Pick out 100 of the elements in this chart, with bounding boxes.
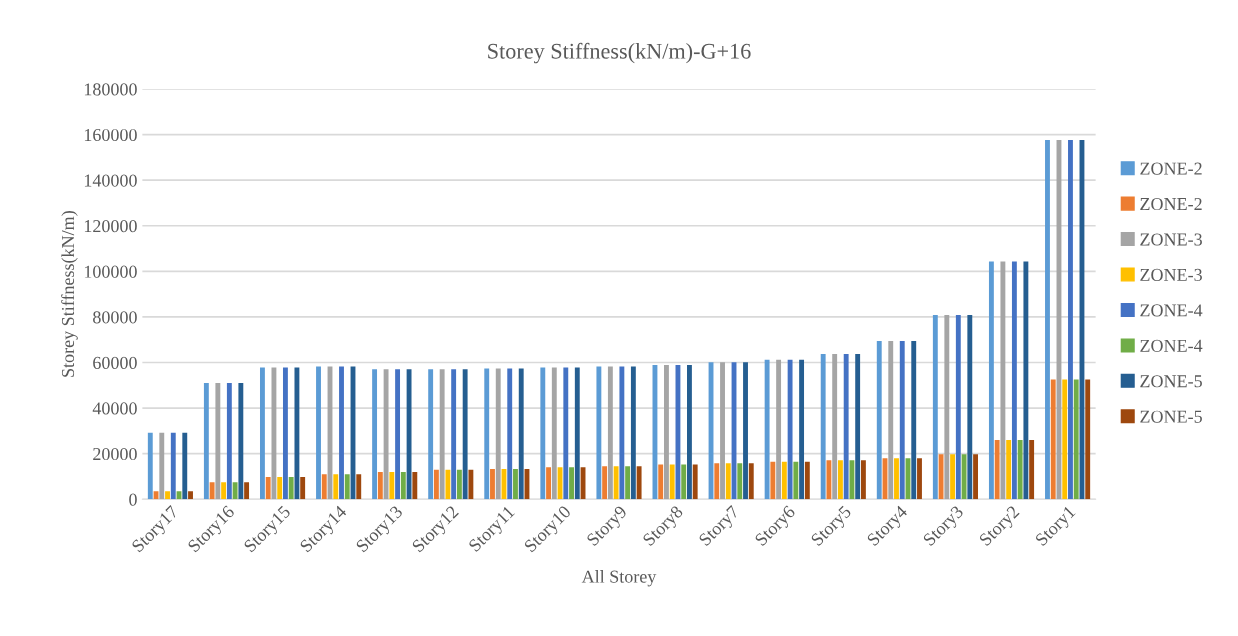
bar <box>265 476 271 500</box>
bar <box>911 341 917 500</box>
bar <box>244 482 250 500</box>
bar <box>182 432 188 500</box>
bar <box>569 467 574 500</box>
bar <box>1085 379 1091 500</box>
bar <box>428 369 434 500</box>
bar <box>439 369 445 500</box>
legend-label: ZONE-5 <box>1140 410 1202 423</box>
bar <box>607 366 613 500</box>
bar <box>950 454 956 500</box>
bar <box>973 454 978 500</box>
bar <box>203 383 209 500</box>
bar <box>917 458 922 500</box>
bar <box>961 454 967 500</box>
bar <box>406 369 412 500</box>
y-tick-label: 140000 <box>84 174 137 187</box>
bar <box>1050 379 1056 500</box>
bar <box>546 467 551 500</box>
bar <box>1000 261 1006 500</box>
bar <box>687 365 692 500</box>
bar <box>456 469 462 500</box>
bar <box>412 471 418 500</box>
bar <box>238 383 244 500</box>
bar <box>321 474 327 500</box>
bar <box>837 460 843 500</box>
bar <box>743 362 748 500</box>
bar <box>938 454 944 500</box>
bar <box>799 359 805 500</box>
y-tick-label: 100000 <box>84 265 137 278</box>
bar <box>271 367 277 500</box>
bar <box>147 432 153 500</box>
bar <box>944 315 950 500</box>
bar <box>316 366 321 500</box>
bar <box>820 354 826 500</box>
bar <box>748 463 754 500</box>
bar <box>400 471 406 500</box>
bar <box>625 466 631 500</box>
bar <box>395 369 401 500</box>
bar <box>849 460 855 500</box>
bar <box>1073 379 1079 500</box>
bar <box>664 365 669 500</box>
bar <box>596 366 602 500</box>
bar <box>899 341 905 500</box>
bar <box>462 369 468 500</box>
bar <box>894 458 899 500</box>
legend-label: ZONE-4 <box>1140 339 1203 352</box>
y-tick-label: 0 <box>129 493 137 506</box>
x-axis-title: All Storey <box>581 570 657 587</box>
bar <box>372 369 378 500</box>
bar <box>1006 440 1012 500</box>
bar <box>988 261 994 500</box>
bar <box>804 461 810 500</box>
bar <box>636 466 642 500</box>
bar <box>260 367 265 500</box>
y-tick-label: 120000 <box>84 220 137 233</box>
bar <box>826 460 832 500</box>
bar <box>551 367 557 500</box>
bar <box>445 469 451 500</box>
y-tick-label: 40000 <box>92 402 137 415</box>
bar <box>932 315 938 500</box>
bar <box>540 367 546 500</box>
bar <box>484 368 490 500</box>
bar <box>776 359 782 500</box>
bar <box>955 315 961 500</box>
bar <box>860 460 866 500</box>
bar <box>563 367 569 500</box>
legend-label: ZONE-2 <box>1140 197 1202 211</box>
bar <box>513 468 518 500</box>
bar <box>793 461 799 500</box>
bar <box>770 461 776 500</box>
bar <box>451 369 457 500</box>
bar <box>277 476 283 500</box>
bar <box>714 463 720 500</box>
bar <box>681 464 687 500</box>
bar <box>994 440 1000 500</box>
bar <box>1045 140 1050 500</box>
legend-label: ZONE-3 <box>1140 233 1202 246</box>
bar <box>468 469 474 500</box>
bar <box>383 369 389 500</box>
bar <box>433 469 439 500</box>
bar <box>495 368 501 500</box>
bar <box>507 368 513 500</box>
bar <box>1011 261 1017 500</box>
bar <box>356 474 362 500</box>
bar <box>377 471 383 500</box>
bar <box>1068 140 1073 500</box>
y-tick-label: 20000 <box>93 447 137 461</box>
bar <box>165 491 170 500</box>
bar <box>843 354 849 500</box>
y-tick-label: 80000 <box>93 311 137 324</box>
bar <box>725 463 731 500</box>
bar <box>209 482 215 500</box>
bar <box>282 367 288 500</box>
bar <box>226 383 232 500</box>
y-tick-label: 60000 <box>93 356 137 369</box>
bar <box>630 366 636 500</box>
bar <box>967 315 973 500</box>
bar <box>1029 440 1035 500</box>
bar <box>333 474 339 500</box>
